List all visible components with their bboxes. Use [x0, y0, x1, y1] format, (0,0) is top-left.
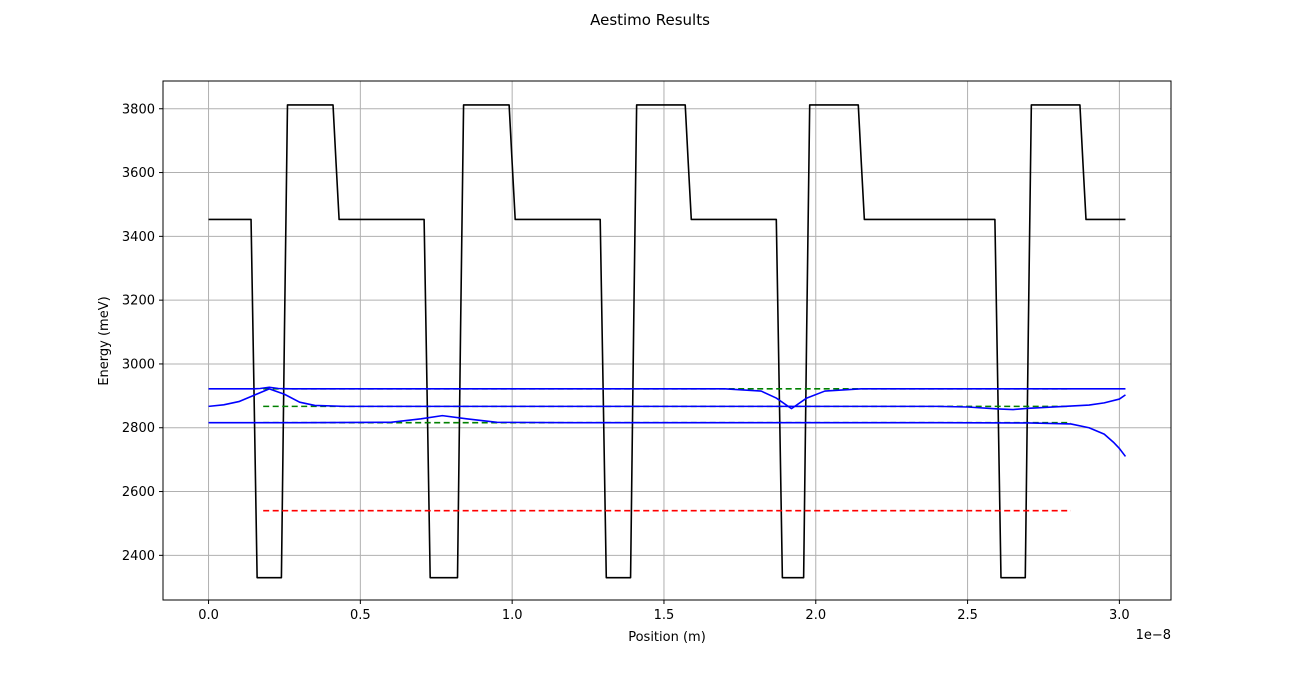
- series-layer: [208, 104, 1127, 579]
- potential-line: [208, 104, 1126, 579]
- y-tick-label: 2400: [122, 549, 155, 564]
- y-tick-label: 3600: [122, 166, 155, 181]
- x-tick-label: 3.0: [1109, 608, 1130, 623]
- wavefunction-line: [208, 414, 1127, 457]
- y-tick-label: 3200: [122, 294, 155, 309]
- y-tick-label: 2600: [122, 485, 155, 500]
- grid-layer: [163, 81, 1171, 600]
- x-axis-label: Position (m): [628, 630, 706, 645]
- wavefunction-line: [208, 388, 1126, 411]
- x-tick-label: 1.5: [654, 608, 675, 623]
- x-axis-offset-text: 1e−8: [1136, 628, 1171, 643]
- y-axis-label: Energy (meV): [97, 296, 112, 385]
- y-tick-label: 2800: [122, 421, 155, 436]
- wavefunction-line: [208, 386, 1126, 410]
- tick-layer: 0.0 0.5 1.0 1.5 2.0 2.5 3.0 2400 2600 2800 3000 320…: [122, 102, 1130, 623]
- chart-title: Aestimo Results: [590, 11, 710, 29]
- x-tick-label: 0.0: [198, 608, 219, 623]
- x-tick-label: 2.0: [805, 608, 826, 623]
- x-tick-label: 1.0: [502, 608, 523, 623]
- y-tick-label: 3400: [122, 230, 155, 245]
- y-tick-label: 3800: [122, 102, 155, 117]
- x-tick-label: 0.5: [350, 608, 371, 623]
- y-tick-label: 3000: [122, 357, 155, 372]
- axes-frame: [162, 80, 1172, 601]
- x-tick-label: 2.5: [957, 608, 978, 623]
